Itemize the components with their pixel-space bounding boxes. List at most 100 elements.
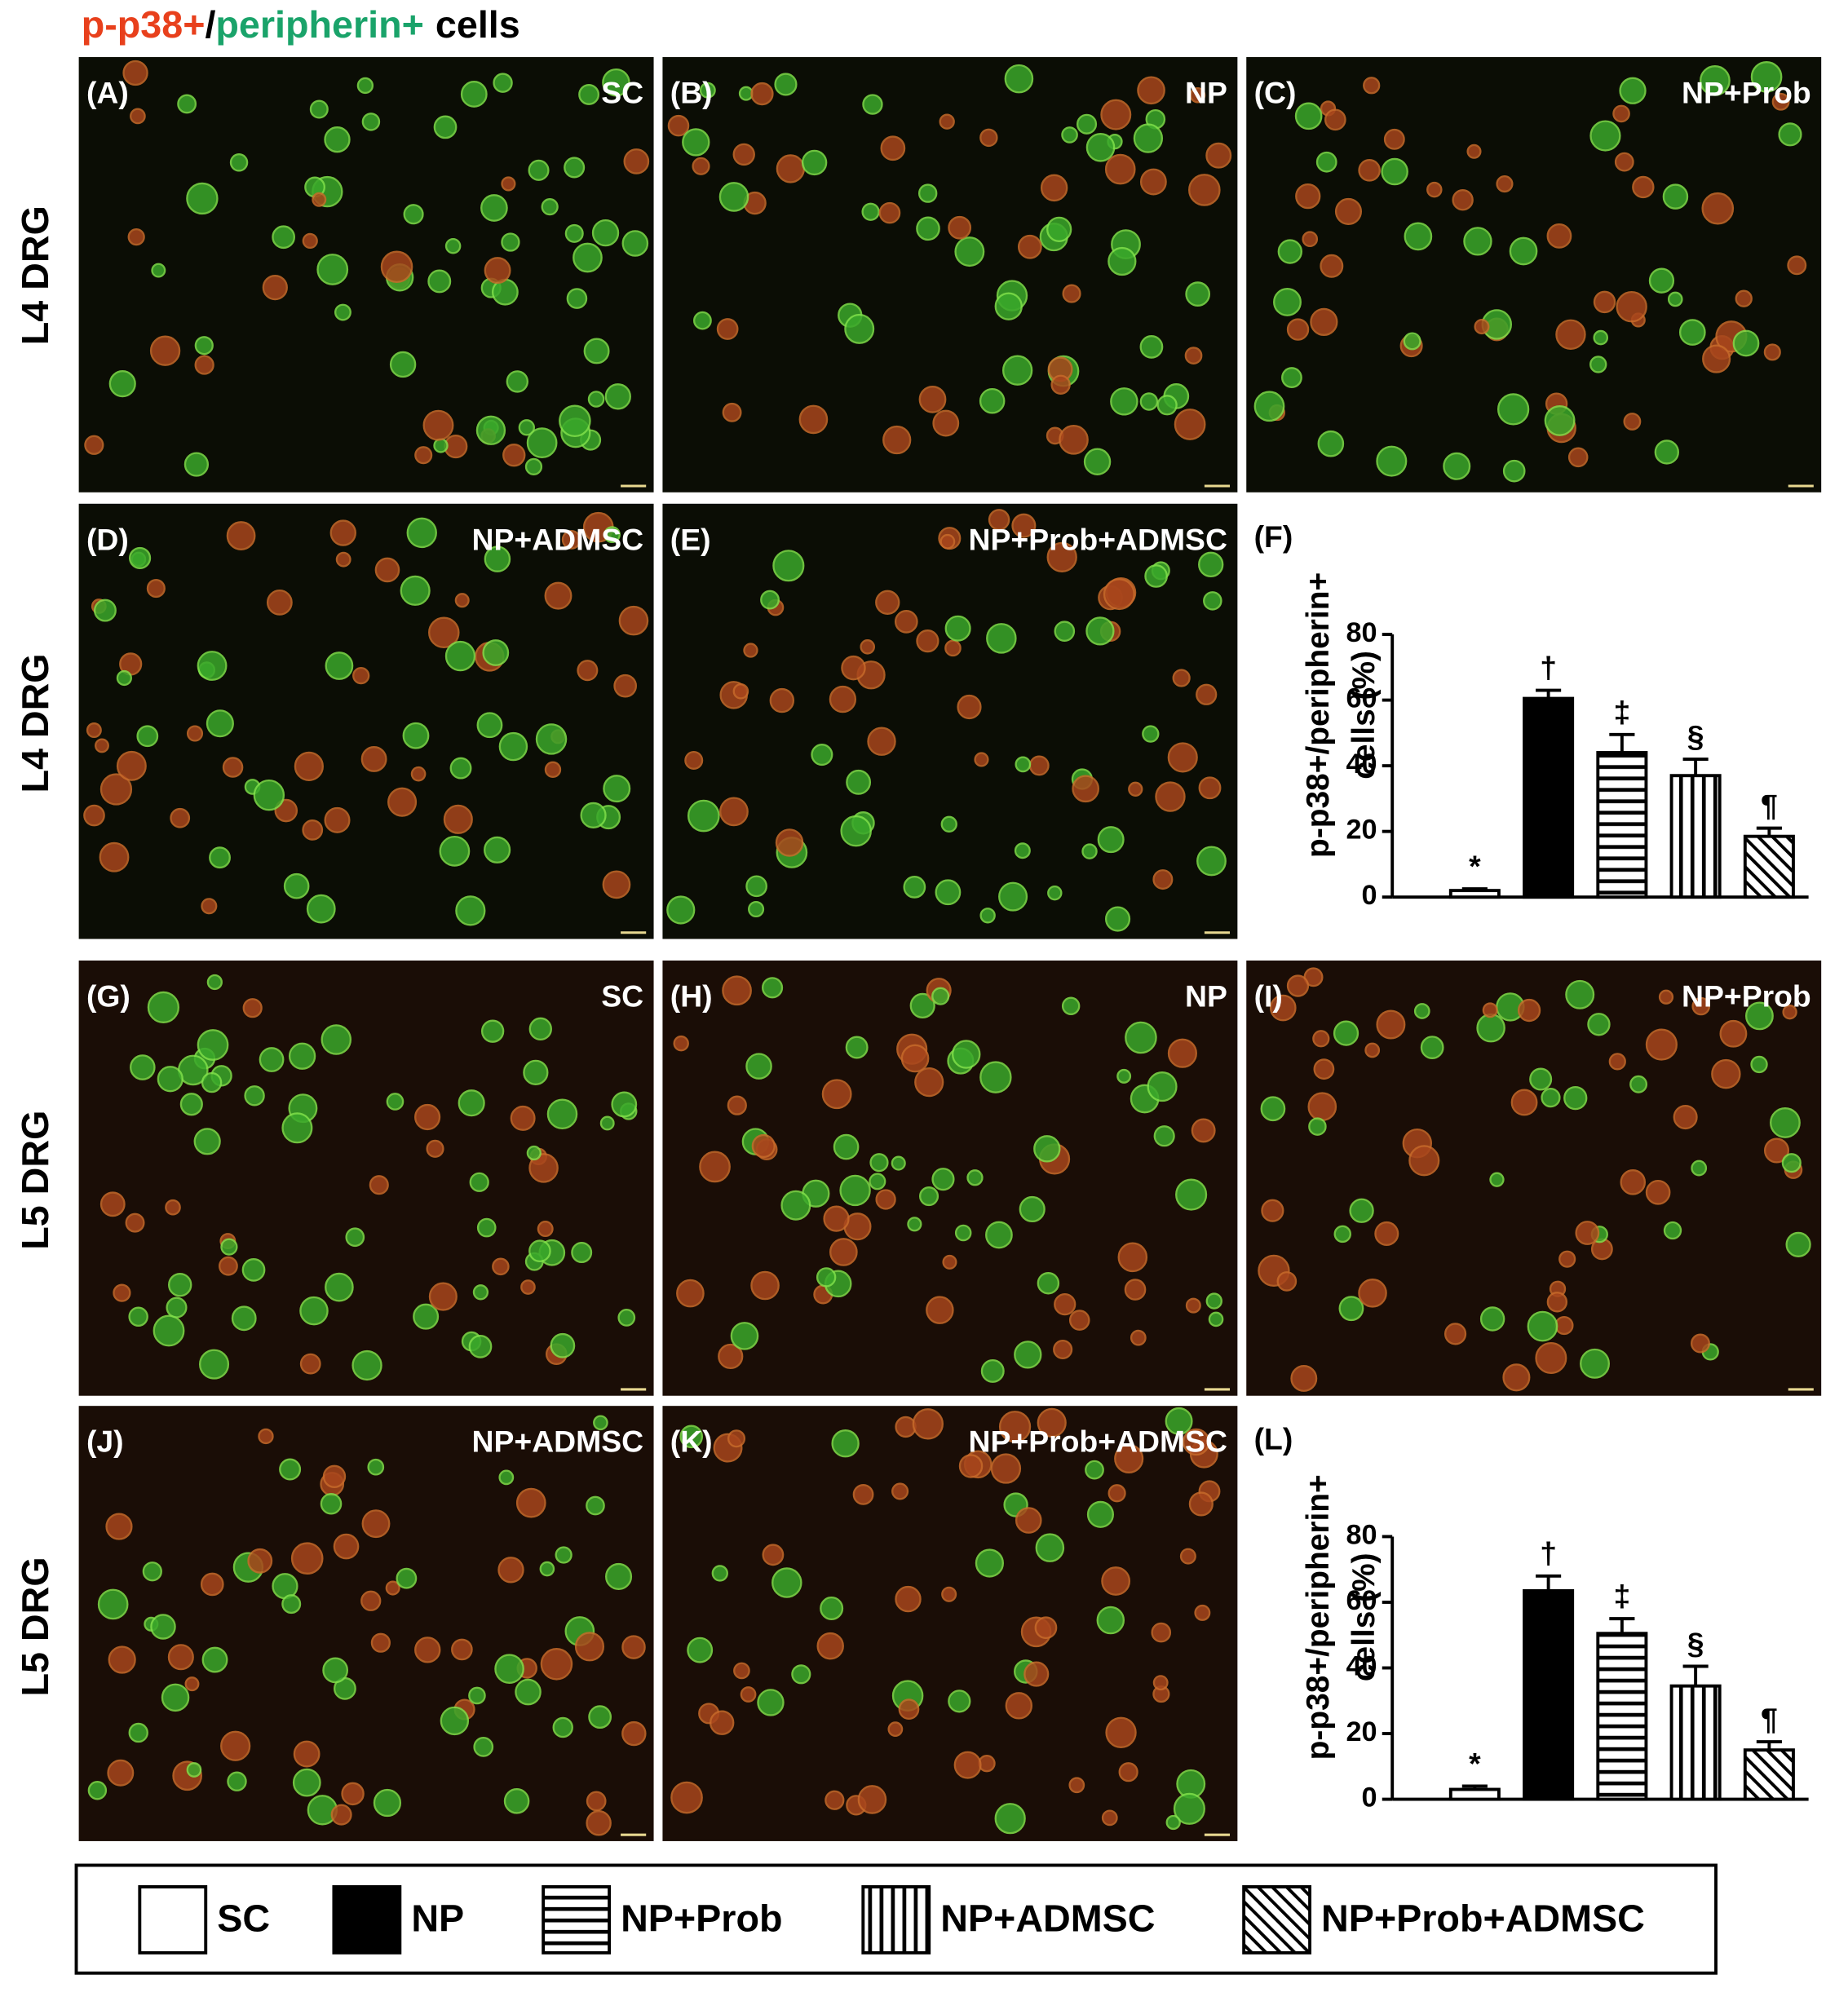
cell bbox=[528, 1017, 552, 1041]
cell bbox=[460, 81, 488, 108]
cell bbox=[1614, 152, 1634, 172]
cell bbox=[820, 1596, 844, 1620]
cell bbox=[186, 725, 204, 742]
cell bbox=[979, 908, 996, 924]
cell bbox=[875, 1189, 896, 1210]
cell bbox=[791, 1664, 811, 1685]
cell bbox=[498, 1469, 515, 1486]
cell bbox=[244, 1085, 265, 1107]
cell bbox=[1555, 319, 1586, 350]
cell bbox=[247, 1548, 273, 1574]
significance-marker: * bbox=[1469, 1746, 1481, 1780]
cell bbox=[361, 1509, 391, 1539]
cell bbox=[528, 159, 550, 181]
cell bbox=[757, 1689, 785, 1716]
cell bbox=[974, 752, 989, 767]
cell bbox=[1085, 616, 1115, 646]
cell bbox=[201, 898, 218, 915]
cell bbox=[1420, 1036, 1444, 1059]
cell bbox=[958, 1454, 984, 1478]
cell bbox=[1174, 409, 1206, 440]
cell bbox=[451, 1638, 473, 1661]
cell bbox=[476, 712, 503, 739]
cell bbox=[1632, 175, 1655, 199]
cell bbox=[907, 1217, 922, 1232]
cell bbox=[410, 766, 427, 782]
cell bbox=[475, 415, 506, 445]
cell bbox=[740, 1686, 757, 1703]
micrograph-background bbox=[662, 1406, 1238, 1841]
cell bbox=[918, 1186, 939, 1207]
cell bbox=[550, 1332, 576, 1358]
cell bbox=[561, 530, 581, 550]
y-tick-label: 80 bbox=[1346, 617, 1377, 648]
cell bbox=[1137, 76, 1165, 105]
group-label: SC bbox=[601, 979, 643, 1014]
cell bbox=[602, 870, 631, 899]
group-label: NP bbox=[1185, 979, 1227, 1014]
cell bbox=[931, 1168, 955, 1191]
cell bbox=[1017, 234, 1042, 259]
cell bbox=[1103, 578, 1135, 611]
cell bbox=[1575, 1221, 1600, 1245]
cell bbox=[105, 1513, 133, 1540]
cell bbox=[1376, 1009, 1406, 1040]
cell bbox=[1678, 319, 1706, 346]
cell bbox=[1308, 1117, 1327, 1136]
cell bbox=[1185, 281, 1211, 307]
cell bbox=[623, 148, 650, 174]
cell bbox=[406, 517, 437, 549]
cell bbox=[1286, 974, 1310, 997]
cell bbox=[428, 616, 460, 649]
cell bbox=[108, 370, 136, 398]
cell bbox=[1302, 231, 1319, 248]
cell bbox=[179, 1093, 203, 1116]
cell bbox=[1273, 288, 1302, 316]
bar bbox=[1743, 1748, 1795, 1801]
cell bbox=[944, 615, 971, 642]
cell bbox=[1593, 290, 1616, 314]
cell bbox=[566, 288, 588, 309]
cell bbox=[501, 176, 516, 192]
cell bbox=[259, 1047, 285, 1072]
cell bbox=[1046, 216, 1072, 242]
cell bbox=[142, 1561, 162, 1582]
cell bbox=[361, 113, 381, 131]
cell bbox=[666, 895, 696, 925]
cell bbox=[1184, 347, 1203, 364]
cell bbox=[1196, 683, 1218, 705]
y-axis-label: cells (%) bbox=[1346, 651, 1382, 780]
cell bbox=[515, 1487, 546, 1518]
significance-marker: ¶ bbox=[1761, 788, 1778, 823]
cell bbox=[882, 425, 912, 455]
cell bbox=[161, 1683, 190, 1712]
cell bbox=[953, 1751, 982, 1779]
cell bbox=[1001, 355, 1033, 386]
cell bbox=[1054, 1292, 1077, 1316]
cell bbox=[1144, 564, 1168, 588]
cell bbox=[621, 1635, 646, 1659]
cell bbox=[1529, 1067, 1553, 1091]
cell bbox=[1408, 1145, 1440, 1177]
cell bbox=[1205, 1292, 1222, 1310]
cell bbox=[821, 1079, 852, 1110]
cell bbox=[86, 722, 102, 738]
cell bbox=[833, 1133, 860, 1160]
cell bbox=[1156, 395, 1178, 416]
cell bbox=[1096, 1606, 1125, 1635]
cell bbox=[1260, 1096, 1286, 1122]
cell bbox=[980, 1358, 1005, 1383]
cell bbox=[1479, 1306, 1505, 1332]
cell bbox=[957, 694, 982, 720]
row-label: L4 DRG bbox=[14, 205, 56, 345]
cell bbox=[1426, 181, 1443, 198]
cell bbox=[197, 1029, 229, 1061]
cell bbox=[147, 991, 179, 1023]
group-label: NP+Prob+ADMSC bbox=[969, 522, 1227, 556]
cell bbox=[775, 828, 804, 857]
cell bbox=[939, 113, 955, 130]
cell bbox=[1005, 1692, 1033, 1720]
cell bbox=[578, 84, 600, 105]
cell bbox=[1142, 725, 1160, 743]
